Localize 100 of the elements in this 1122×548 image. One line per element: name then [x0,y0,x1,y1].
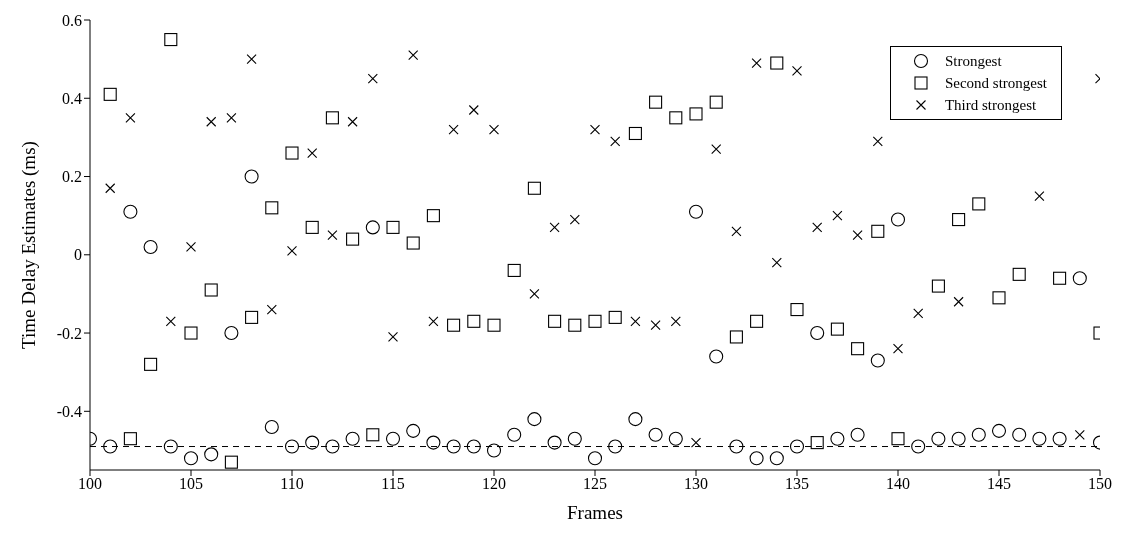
point [731,226,742,237]
y-tick-label: 0.4 [62,89,82,107]
point [608,310,622,324]
point [206,116,217,127]
point [770,56,784,70]
point [810,325,825,341]
point [630,316,641,327]
point [428,316,439,327]
x-tick-label: 115 [381,475,405,493]
point [448,124,459,135]
point [648,427,663,442]
point [588,314,602,328]
point [467,314,481,328]
point [123,204,138,219]
point [953,296,964,307]
point [123,432,137,446]
point [852,230,863,241]
point [913,308,924,319]
point [446,439,461,454]
point [265,201,279,215]
point [325,111,339,125]
point [266,304,277,315]
x-tick-label: 140 [886,475,910,493]
point [569,214,580,225]
point [892,343,904,354]
point [103,439,118,454]
point [246,54,257,65]
point [549,222,560,233]
point [832,210,843,221]
point [952,213,966,227]
point [789,439,805,454]
point [105,183,116,194]
point [426,209,440,223]
x-tick-label: 125 [583,475,607,493]
point [468,104,479,116]
point [286,245,298,256]
point [729,330,743,344]
point [406,423,421,438]
point [790,303,804,317]
point [688,204,704,219]
point [1012,427,1027,442]
point [548,314,562,328]
point [810,436,824,450]
point [507,263,521,277]
point [226,112,237,123]
legend-label: Strongest [944,52,1002,70]
point [185,241,197,253]
point [163,439,178,454]
point [991,423,1007,438]
point [711,144,722,155]
point [830,322,844,336]
y-tick-label: 0.6 [62,11,82,29]
point [1053,271,1067,285]
point [749,451,764,466]
point [144,357,158,371]
point [992,291,1006,305]
point [850,427,865,442]
point [931,431,946,446]
point [568,318,582,332]
point [204,447,219,462]
point [325,439,340,454]
point [385,431,401,446]
point [690,437,702,448]
point [507,427,522,442]
point [529,288,540,299]
point [307,147,318,159]
point [143,239,158,255]
x-tick-label: 130 [684,475,708,493]
point [285,146,299,160]
point [670,316,681,327]
point [891,432,905,446]
point [447,318,461,332]
x-tick-label: 120 [482,475,506,493]
legend-label: Third strongest [944,96,1037,114]
point [204,283,218,297]
point [769,451,784,466]
legend-label: Second strongest [944,74,1047,92]
point [649,95,663,109]
point [751,57,762,69]
point [951,431,966,446]
point [587,451,603,466]
x-tick-label: 110 [280,475,304,493]
point [125,112,136,123]
point [487,318,501,332]
point [164,33,178,47]
point [466,439,481,454]
point [851,342,865,356]
point [224,455,238,469]
point [812,222,823,233]
y-tick-label: 0 [74,246,82,264]
y-axis-title: Time Delay Estimates (ms) [17,141,40,349]
point [1074,429,1085,440]
point [284,439,300,454]
point [547,435,562,450]
point [244,169,259,184]
point [527,181,541,195]
x-tick-label: 145 [987,475,1011,493]
point [488,124,500,135]
point [971,427,986,442]
point [650,320,661,331]
